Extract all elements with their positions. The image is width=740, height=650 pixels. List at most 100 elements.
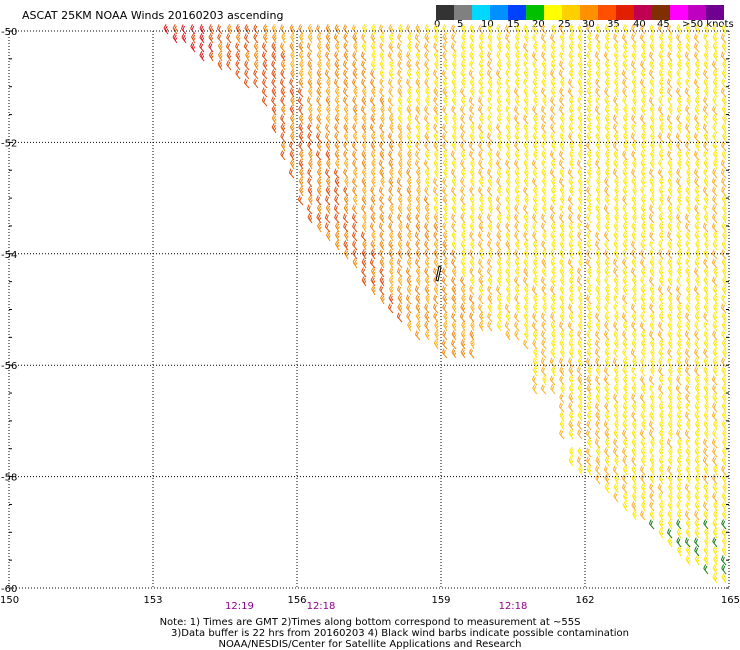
wind-barb bbox=[460, 329, 466, 341]
wind-barb bbox=[578, 257, 583, 269]
wind-barb bbox=[614, 473, 619, 485]
wind-barb bbox=[568, 51, 574, 62]
wind-barb bbox=[478, 168, 484, 179]
wind-barb bbox=[424, 275, 430, 287]
wind-barb bbox=[317, 221, 322, 233]
wind-barb bbox=[613, 42, 619, 53]
wind-barb bbox=[181, 33, 187, 44]
wind-barb bbox=[621, 69, 628, 80]
wind-barb bbox=[721, 312, 727, 323]
wind-barb bbox=[541, 141, 547, 152]
wind-barb bbox=[370, 167, 376, 179]
wind-barb bbox=[676, 105, 682, 116]
wind-barb bbox=[613, 33, 619, 44]
wind-barb bbox=[577, 24, 583, 35]
wind-barb bbox=[622, 491, 628, 503]
wind-barb bbox=[477, 213, 484, 224]
wind-barb bbox=[432, 69, 439, 80]
wind-barb bbox=[713, 149, 718, 161]
wind-barb bbox=[685, 240, 691, 251]
wind-barb bbox=[371, 284, 376, 296]
wind-barb bbox=[325, 123, 331, 134]
wind-barb bbox=[442, 294, 448, 305]
wind-barb bbox=[433, 159, 439, 170]
wind-barb bbox=[424, 285, 430, 296]
wind-barb bbox=[586, 122, 592, 134]
wind-barb bbox=[316, 213, 322, 224]
wind-barb bbox=[622, 258, 628, 269]
wind-barb bbox=[308, 113, 313, 125]
colorbar-segment-6 bbox=[544, 5, 562, 20]
wind-barb bbox=[612, 447, 619, 458]
wind-barb bbox=[613, 330, 619, 341]
wind-barb bbox=[334, 141, 340, 152]
wind-barb bbox=[379, 258, 385, 269]
wind-barb bbox=[397, 194, 403, 206]
wind-barb bbox=[406, 168, 412, 179]
wind-barb bbox=[522, 204, 529, 215]
wind-barb bbox=[694, 366, 700, 377]
wind-barb bbox=[406, 213, 412, 224]
wind-barb bbox=[298, 78, 304, 89]
wind-barb bbox=[658, 510, 664, 521]
wind-barb bbox=[496, 222, 502, 233]
wind-barb bbox=[415, 203, 421, 215]
wind-barb bbox=[559, 168, 565, 179]
wind-barb bbox=[631, 401, 637, 413]
wind-barb bbox=[676, 402, 682, 413]
wind-barb bbox=[540, 357, 547, 368]
colorbar-label: 10 bbox=[481, 19, 494, 30]
wind-barb bbox=[559, 194, 565, 206]
wind-barb bbox=[496, 78, 502, 89]
wind-barb bbox=[478, 285, 484, 296]
wind-barb bbox=[677, 365, 682, 377]
wind-barb bbox=[586, 249, 592, 260]
wind-barb bbox=[694, 95, 700, 107]
longitude-label: 153 bbox=[143, 595, 162, 606]
wind-barb bbox=[450, 150, 457, 161]
wind-barb bbox=[614, 86, 619, 98]
wind-barb bbox=[487, 195, 493, 206]
wind-barb bbox=[415, 95, 421, 107]
wind-barb bbox=[514, 204, 520, 215]
wind-barb bbox=[578, 185, 583, 197]
wind-barb bbox=[433, 222, 439, 233]
wind-barb bbox=[559, 285, 565, 296]
wind-barb bbox=[676, 510, 682, 521]
wind-barb bbox=[370, 195, 376, 206]
wind-barb bbox=[676, 348, 682, 359]
wind-barb bbox=[631, 474, 637, 485]
wind-barb bbox=[568, 393, 574, 404]
wind-barb bbox=[577, 113, 583, 125]
wind-barb bbox=[343, 132, 349, 143]
wind-barb bbox=[595, 68, 601, 80]
wind-barb bbox=[622, 330, 628, 341]
wind-barb bbox=[559, 87, 565, 98]
wind-barb bbox=[442, 195, 448, 206]
wind-barb bbox=[686, 284, 691, 296]
wind-barb bbox=[406, 69, 412, 80]
wind-barb bbox=[712, 168, 718, 179]
wind-barb bbox=[694, 402, 700, 413]
wind-barb bbox=[560, 41, 565, 53]
wind-barb bbox=[649, 24, 655, 35]
wind-barb bbox=[542, 248, 547, 260]
wind-barb bbox=[667, 500, 673, 512]
wind-barb bbox=[469, 348, 475, 359]
wind-barb bbox=[487, 240, 493, 251]
wind-barb bbox=[577, 285, 583, 296]
wind-barb bbox=[299, 167, 304, 179]
wind-barb bbox=[352, 167, 358, 179]
wind-barb bbox=[271, 24, 277, 35]
wind-barb bbox=[685, 555, 691, 566]
wind-barb bbox=[695, 293, 700, 305]
wind-barb bbox=[712, 402, 718, 413]
wind-barb bbox=[577, 267, 583, 278]
wind-barb bbox=[542, 293, 547, 305]
wind-barb bbox=[523, 186, 529, 197]
wind-barb bbox=[694, 537, 700, 548]
wind-barb bbox=[298, 123, 304, 134]
wind-barb bbox=[361, 41, 367, 53]
wind-barb bbox=[622, 150, 628, 161]
wind-barb bbox=[342, 87, 349, 98]
